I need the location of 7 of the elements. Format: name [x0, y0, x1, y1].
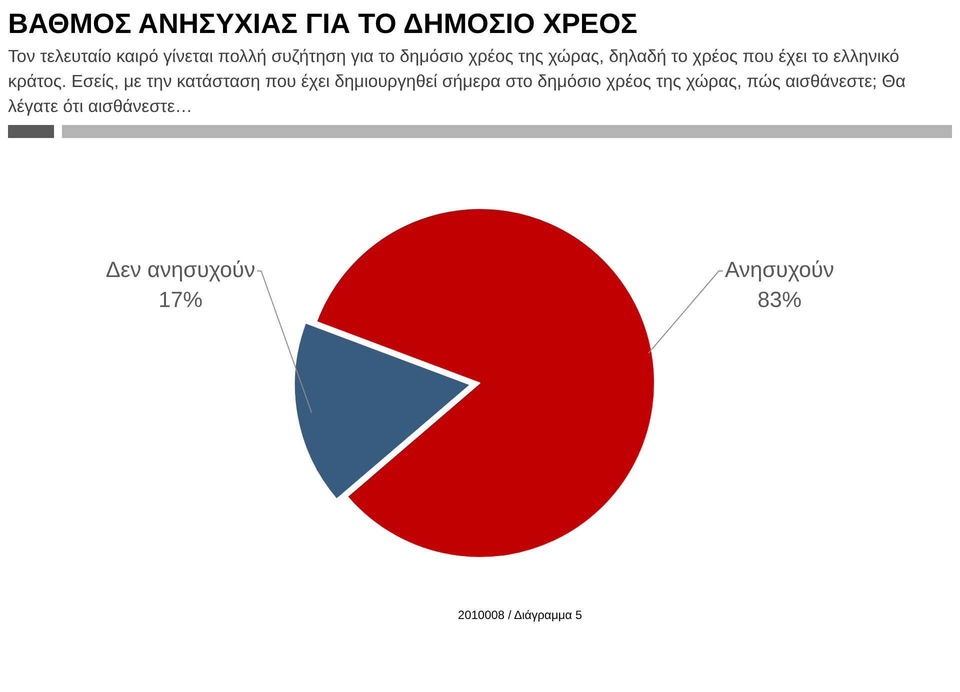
text: 2010008 / Διάγραμμα 5 [456, 608, 584, 622]
slice-label: Ανησυχούν [724, 257, 834, 282]
chart-subtitle: Τον τελευταίο καιρό γίνεται πολλή συζήτηση για το δημόσιο χρέος της χώρας, δηλαδή το χρέος που έχει το ελληνικό κράτος. Εσείς, με την κατάσταση που έχει δημιουργηθεί σήμερα στο δημόσιο χρέος της χώρας, πώς αισθάνεστε; Θα λέγατε ότι αισθάνεστε… [8, 45, 907, 118]
data-label: 83% [757, 287, 802, 312]
chart-title: ΒΑΘΜΟΣ ΑΝΗΣΥΧΙΑΣ ΓΙΑ ΤΟ ΔΗΜΟΣΙΟ ΧΡΕΟΣ [8, 8, 638, 40]
slice-label: Δεν ανησυχούν [106, 257, 256, 282]
data-label: 17% [158, 287, 203, 312]
